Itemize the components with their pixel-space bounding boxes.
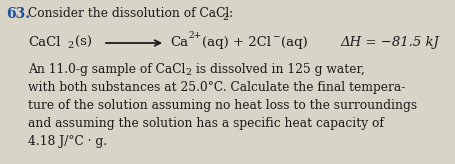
Text: 4.18 J/°C · g.: 4.18 J/°C · g. [28, 135, 107, 148]
Text: 2: 2 [67, 41, 73, 50]
Text: 63.: 63. [6, 7, 30, 21]
Text: −: − [271, 31, 279, 40]
Text: with both substances at 25.0°C. Calculate the final tempera-: with both substances at 25.0°C. Calculat… [28, 81, 404, 94]
Text: (aq) + 2Cl: (aq) + 2Cl [202, 36, 270, 49]
Text: is dissolved in 125 g water,: is dissolved in 125 g water, [192, 63, 364, 76]
Text: 2: 2 [185, 68, 191, 77]
Text: :: : [228, 7, 233, 20]
Text: (s): (s) [75, 36, 92, 49]
Text: An 11.0-g sample of CaCl: An 11.0-g sample of CaCl [28, 63, 185, 76]
Text: (aq): (aq) [280, 36, 307, 49]
Text: ture of the solution assuming no heat loss to the surroundings: ture of the solution assuming no heat lo… [28, 99, 416, 112]
Text: Ca: Ca [170, 36, 188, 49]
Text: and assuming the solution has a specific heat capacity of: and assuming the solution has a specific… [28, 117, 383, 130]
Text: 2: 2 [222, 13, 228, 22]
Text: CaCl: CaCl [28, 36, 61, 49]
Text: Consider the dissolution of CaCl: Consider the dissolution of CaCl [28, 7, 229, 20]
Text: 2+: 2+ [187, 31, 201, 40]
Text: ΔH = −81.5 kJ: ΔH = −81.5 kJ [339, 36, 438, 49]
